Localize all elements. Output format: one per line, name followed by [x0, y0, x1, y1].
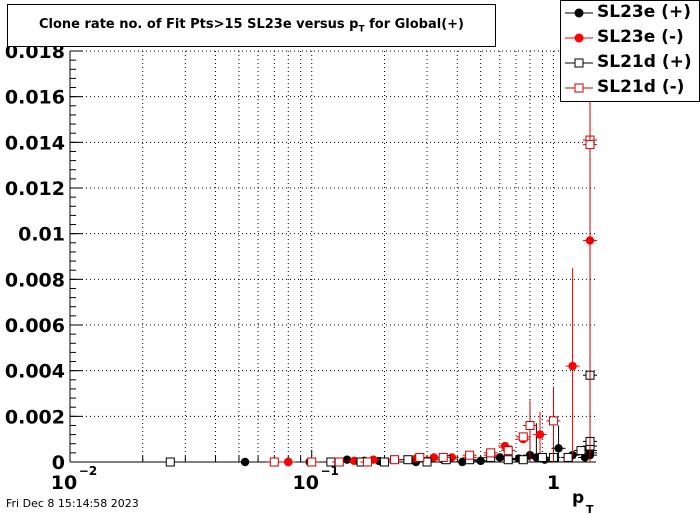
- data-point: [576, 446, 586, 456]
- data-point: [350, 456, 359, 466]
- data-point: [503, 446, 513, 456]
- data-point: [476, 456, 485, 466]
- data-point: [165, 457, 175, 467]
- legend-label: SL21d (+): [597, 52, 692, 72]
- y-tick-label: 0.004: [5, 361, 65, 383]
- y-tick-label: 0.016: [5, 87, 65, 109]
- data-point: [568, 361, 577, 371]
- data-point: [362, 457, 372, 467]
- legend-label: SL23e (+): [597, 2, 691, 22]
- data-point: [518, 455, 528, 465]
- data-point: [535, 430, 545, 439]
- data-point: [537, 452, 547, 462]
- y-tick-label: 0.012: [5, 178, 65, 200]
- data-point: [403, 455, 413, 465]
- data-point: [415, 452, 425, 462]
- y-tick-label: 0.01: [18, 224, 65, 246]
- timestamp-footer: Fri Dec 8 15:14:58 2023: [6, 497, 139, 510]
- legend-marker: [565, 33, 593, 43]
- x-tick-exponent: −2: [79, 464, 97, 478]
- legend-entry: SL21d (-): [561, 76, 700, 101]
- plot-area: [70, 51, 596, 462]
- data-point: [422, 457, 432, 467]
- chart-title: Clone rate no. of Fit Pts>15 SL23e versu…: [38, 16, 464, 35]
- data-point: [438, 452, 448, 462]
- y-tick-label: 0.008: [5, 269, 65, 291]
- legend-entry: SL23e (-): [561, 26, 700, 51]
- y-tick-label: 0.002: [5, 406, 65, 428]
- chart-title-box: Clone rate no. of Fit Pts>15 SL23e versu…: [7, 4, 496, 47]
- legend-label: SL21d (-): [597, 77, 685, 97]
- legend-marker: [565, 8, 593, 18]
- data-point: [585, 140, 595, 150]
- data-point: [548, 416, 558, 426]
- y-tick-label: 0.006: [5, 315, 65, 337]
- data-point: [503, 455, 513, 465]
- data-point: [307, 457, 317, 467]
- data-point: [486, 448, 496, 458]
- data-point: [240, 457, 250, 467]
- data-point: [563, 452, 573, 462]
- legend: SL23e (+) SL23e (-) SL21d (+) SL21d (-): [560, 0, 700, 102]
- legend-entry: SL23e (+): [561, 1, 700, 26]
- data-point: [389, 455, 399, 465]
- x-axis-label-subscript: T: [586, 503, 594, 514]
- legend-entry: SL21d (+): [561, 51, 700, 76]
- legend-marker: [565, 83, 593, 93]
- data-point: [429, 453, 439, 462]
- legend-marker: [565, 58, 593, 68]
- data-point: [269, 457, 279, 467]
- x-tick-exponent: −1: [321, 464, 339, 478]
- data-point: [465, 450, 475, 460]
- x-tick-label: 10: [292, 472, 318, 494]
- data-point: [342, 455, 352, 464]
- x-axis-label: p: [572, 488, 584, 508]
- series-3: [267, 51, 597, 467]
- data-point: [379, 457, 389, 467]
- legend-label: SL23e (-): [597, 27, 684, 47]
- y-tick-label: 0.014: [5, 132, 65, 154]
- x-tick-label: 1: [547, 472, 560, 494]
- y-tick-label: 0: [52, 452, 65, 474]
- data-point: [284, 457, 293, 467]
- data-point: [334, 457, 344, 467]
- x-tick-label: 10: [51, 472, 77, 494]
- data-point: [525, 420, 535, 430]
- data-point: [518, 432, 528, 442]
- data-point: [554, 444, 563, 453]
